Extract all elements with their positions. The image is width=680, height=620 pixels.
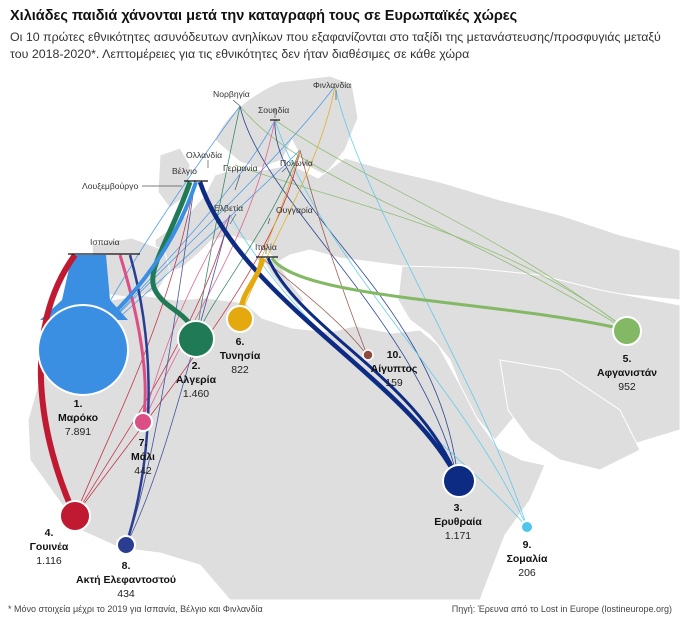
label-hungary: Ουγγαρία: [276, 205, 313, 215]
label-netherlands: Ολλανδία: [186, 150, 222, 160]
country-labels: Νορβηγία Φινλανδία Σουηδία Ολλανδία Βέλγ…: [82, 80, 351, 252]
flow-eritrea-belgium: [197, 181, 461, 481]
name-mali: Μάλι: [131, 451, 155, 463]
country-anchors: [68, 119, 280, 258]
circle-algeria: [177, 320, 215, 358]
circle-afghanistan: [612, 316, 642, 346]
footnote: * Μόνο στοιχεία μέχρι το 2019 για Ισπανί…: [8, 604, 263, 614]
rank-morocco: 1.: [74, 398, 83, 410]
value-tunisia: 822: [231, 364, 249, 376]
circle-ivory-coast: [116, 535, 136, 555]
chart-subtitle: Οι 10 πρώτες εθνικότητες ασυνόδευτων ανη…: [10, 30, 661, 61]
name-somalia: Σομαλία: [507, 553, 548, 565]
label-norway: Νορβηγία: [213, 89, 250, 99]
value-eritrea: 1.171: [445, 530, 471, 542]
flow-algeria-belgium: [150, 181, 199, 339]
label-finland: Φινλανδία: [313, 80, 351, 90]
label-germany: Γερμανία: [223, 163, 258, 173]
value-mali: 442: [134, 465, 152, 477]
marker-egypt: 10. Αίγυπτος 159: [362, 349, 418, 389]
label-luxembourg: Λουξεμβούργο: [82, 181, 138, 191]
flow-afghan-italy: [270, 257, 628, 332]
marker-tunisia: 6. Τυνησία 822: [220, 305, 261, 376]
flow-map: Νορβηγία Φινλανδία Σουηδία Ολλανδία Βέλγ…: [0, 72, 680, 600]
rank-mali: 7.: [139, 437, 148, 449]
main-flows: [37, 181, 628, 546]
label-belgium: Βέλγιο: [172, 166, 197, 176]
name-afghanistan: Αφγανιστάν: [597, 367, 657, 379]
value-morocco: 7.891: [65, 426, 91, 438]
rank-ivory-coast: 8.: [122, 560, 131, 572]
value-afghanistan: 952: [618, 381, 636, 393]
label-sweden: Σουηδία: [258, 105, 289, 115]
name-guinea: Γουινέα: [30, 541, 69, 553]
circle-somalia: [520, 520, 534, 534]
marker-algeria: 2. Αλγερία 1.460: [176, 320, 217, 400]
label-italy: Ιταλία: [255, 242, 277, 252]
value-guinea: 1.116: [36, 555, 62, 567]
name-eritrea: Ερυθραία: [434, 516, 482, 528]
rank-somalia: 9.: [523, 539, 532, 551]
marker-mali: 7. Μάλι 442: [131, 412, 155, 477]
name-egypt: Αίγυπτος: [371, 363, 418, 375]
circle-morocco: [37, 304, 129, 396]
marker-somalia: 9. Σομαλία 206: [507, 520, 548, 579]
marker-afghanistan: 5. Αφγανιστάν 952: [597, 316, 657, 393]
value-ivory-coast: 434: [117, 588, 135, 600]
circle-egypt: [362, 349, 374, 361]
label-switzerland: Ελβετία: [214, 203, 243, 213]
thin-flows: [74, 85, 628, 546]
flow-guinea-spain: [37, 253, 78, 518]
leader-lines: [142, 90, 337, 254]
chart-title: Χιλιάδες παιδιά χάνονται μετά την καταγρ…: [10, 8, 518, 24]
name-ivory-coast: Ακτή Ελεφαντοστού: [76, 574, 176, 586]
name-morocco: Μαρόκο: [58, 412, 98, 424]
name-tunisia: Τυνησία: [220, 350, 261, 362]
land-arabia: [499, 359, 641, 471]
label-poland: Πολωνία: [280, 158, 313, 168]
label-spain: Ισπανία: [90, 237, 120, 247]
source-note: Πηγή: Έρευνα από το Lost in Europe (lost…: [451, 604, 672, 614]
flow-ivory-spain: [124, 254, 150, 546]
flow-morocco-spain: [40, 255, 128, 320]
rank-tunisia: 6.: [236, 336, 245, 348]
rank-egypt: 10.: [387, 349, 402, 361]
marker-eritrea: 3. Ερυθραία 1.171: [434, 464, 482, 542]
flow-mali-spain: [118, 254, 147, 423]
rank-eritrea: 3.: [454, 502, 463, 514]
name-algeria: Αλγερία: [176, 374, 217, 386]
marker-morocco: 1. Μαρόκο 7.891: [37, 304, 129, 438]
value-algeria: 1.460: [183, 388, 209, 400]
circle-mali: [133, 412, 153, 432]
circle-guinea: [59, 500, 91, 532]
marker-ivory-coast: 8. Ακτή Ελεφαντοστού 434: [76, 535, 176, 600]
rank-algeria: 2.: [192, 360, 201, 372]
flow-eritrea-italy: [266, 257, 460, 481]
circle-tunisia: [226, 305, 254, 333]
value-somalia: 206: [518, 567, 536, 579]
rank-afghanistan: 5.: [623, 353, 632, 365]
value-egypt: 159: [385, 377, 403, 389]
circle-eritrea: [442, 464, 476, 498]
nationality-markers: 1. Μαρόκο 7.891 2. Αλγερία 1.460 3. Ερυθ…: [30, 304, 657, 600]
marker-guinea: 4. Γουινέα 1.116: [30, 500, 91, 567]
rank-guinea: 4.: [45, 527, 54, 539]
